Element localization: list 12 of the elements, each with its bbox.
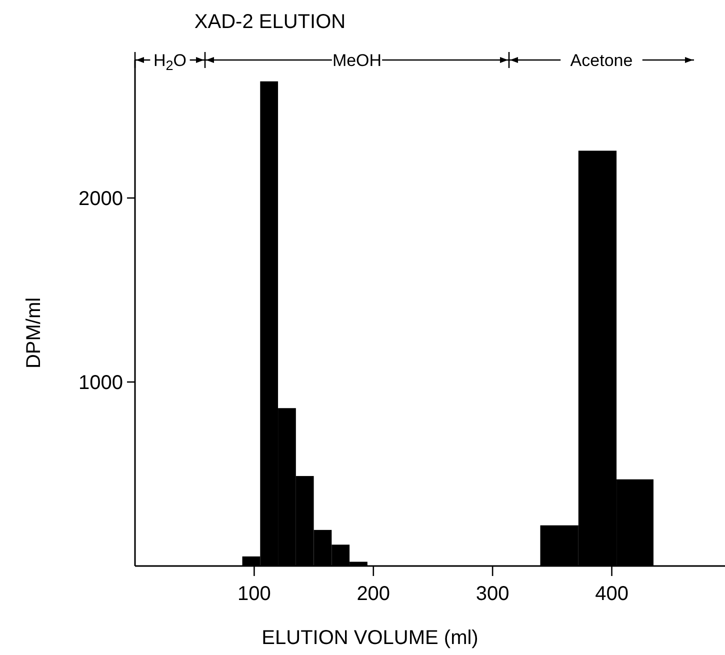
chart-title: XAD-2 ELUTION [194, 11, 346, 33]
y-tick-label: 1000 [78, 372, 123, 394]
annotation: H$_{2}$O [153, 51, 187, 74]
x-tick-label: 400 [595, 583, 628, 605]
x-tick-label: 100 [238, 583, 271, 605]
x-tick-label: 200 [356, 583, 390, 605]
y-axis-title: DPM/ml [23, 297, 45, 369]
y-tick-label: 2000 [78, 188, 123, 210]
x-tick-label: 300 [476, 583, 510, 605]
annotation: MeOH [332, 51, 382, 70]
x-axis-title: ELUTION VOLUME (ml) [262, 627, 478, 649]
annotation: Acetone [570, 51, 633, 70]
